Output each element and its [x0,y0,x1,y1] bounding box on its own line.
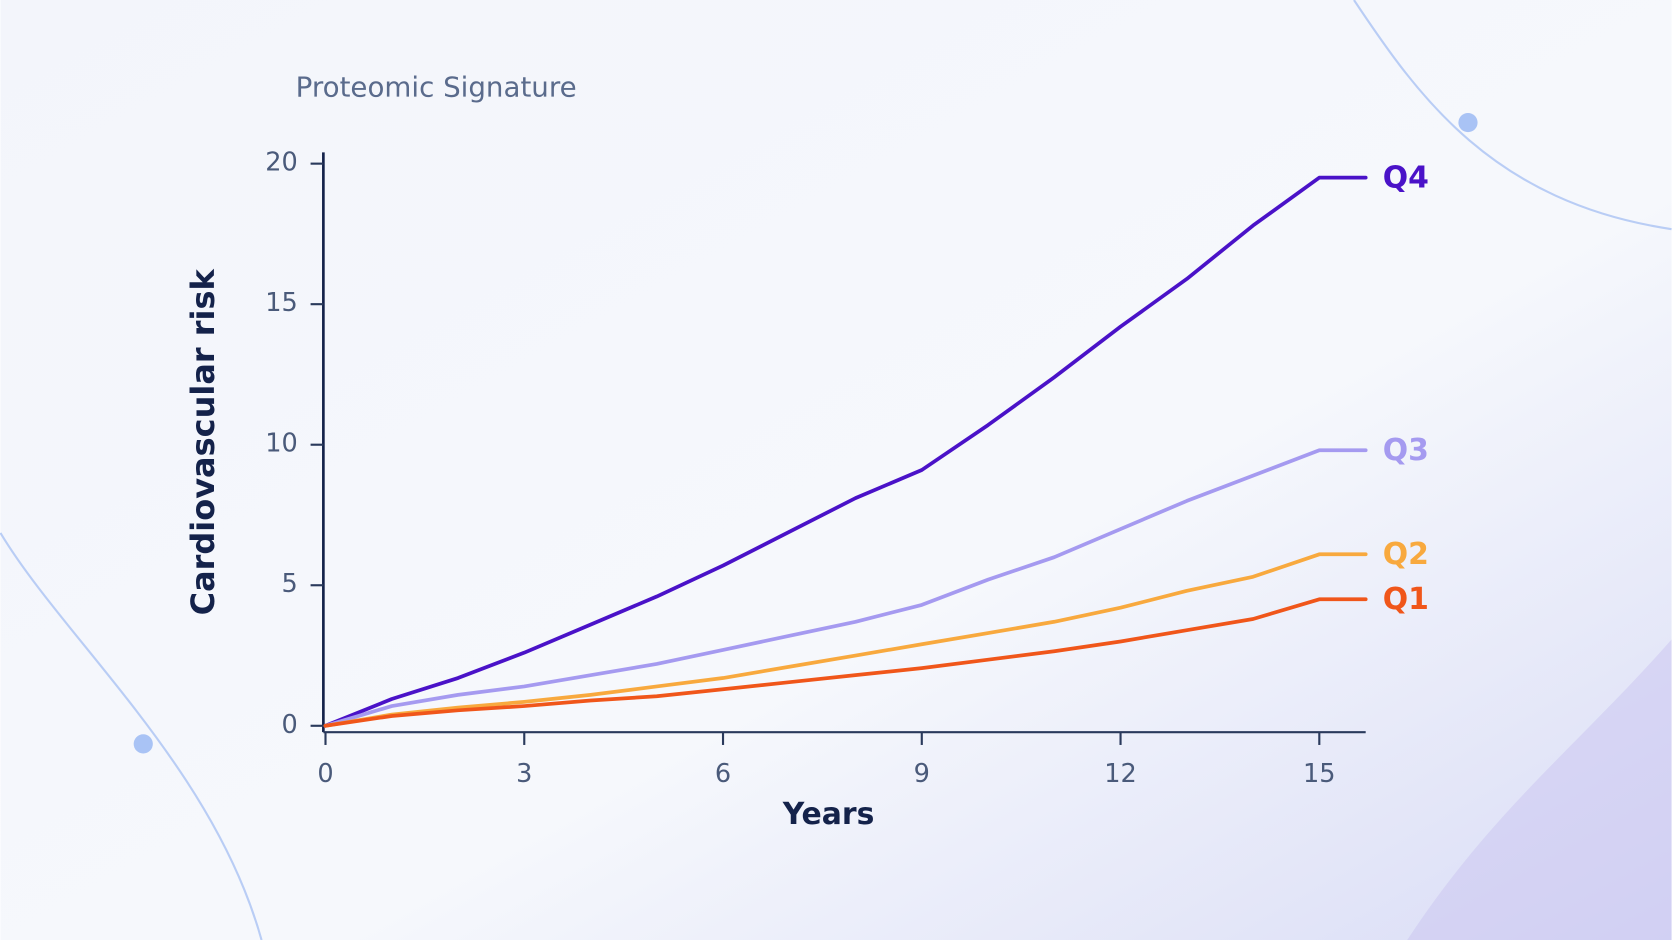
x-tick-label: 6 [715,759,731,789]
decor-shape [1407,639,1672,940]
y-tick-label: 20 [265,148,298,178]
series-line [323,552,1368,728]
x-axis-label: Years [782,797,875,832]
x-tick-label: 3 [516,759,532,789]
y-tick-label: 10 [265,429,298,459]
x-tick-label: 0 [317,759,333,789]
series-line [323,597,1368,728]
series-label: Q2 [1383,537,1429,572]
series-line [323,175,1368,728]
x-tick-label: 9 [914,759,930,789]
decor-curve [0,532,263,940]
y-tick-label: 5 [282,569,298,599]
decor-dot [1458,112,1478,133]
decor-dot [133,734,153,754]
decor-curve [1353,0,1672,231]
series-label: Q1 [1383,582,1429,617]
y-tick-label: 0 [282,710,298,740]
y-tick-label: 15 [265,288,298,318]
y-axis-label: Cardiovascular risk [184,268,222,615]
legend-label: Proteomic Signature [296,70,577,103]
series-label: Q4 [1383,160,1429,195]
x-tick-label: 15 [1303,759,1336,789]
x-tick-label: 12 [1104,759,1137,789]
series-label: Q3 [1383,433,1429,468]
series-line [323,448,1368,728]
